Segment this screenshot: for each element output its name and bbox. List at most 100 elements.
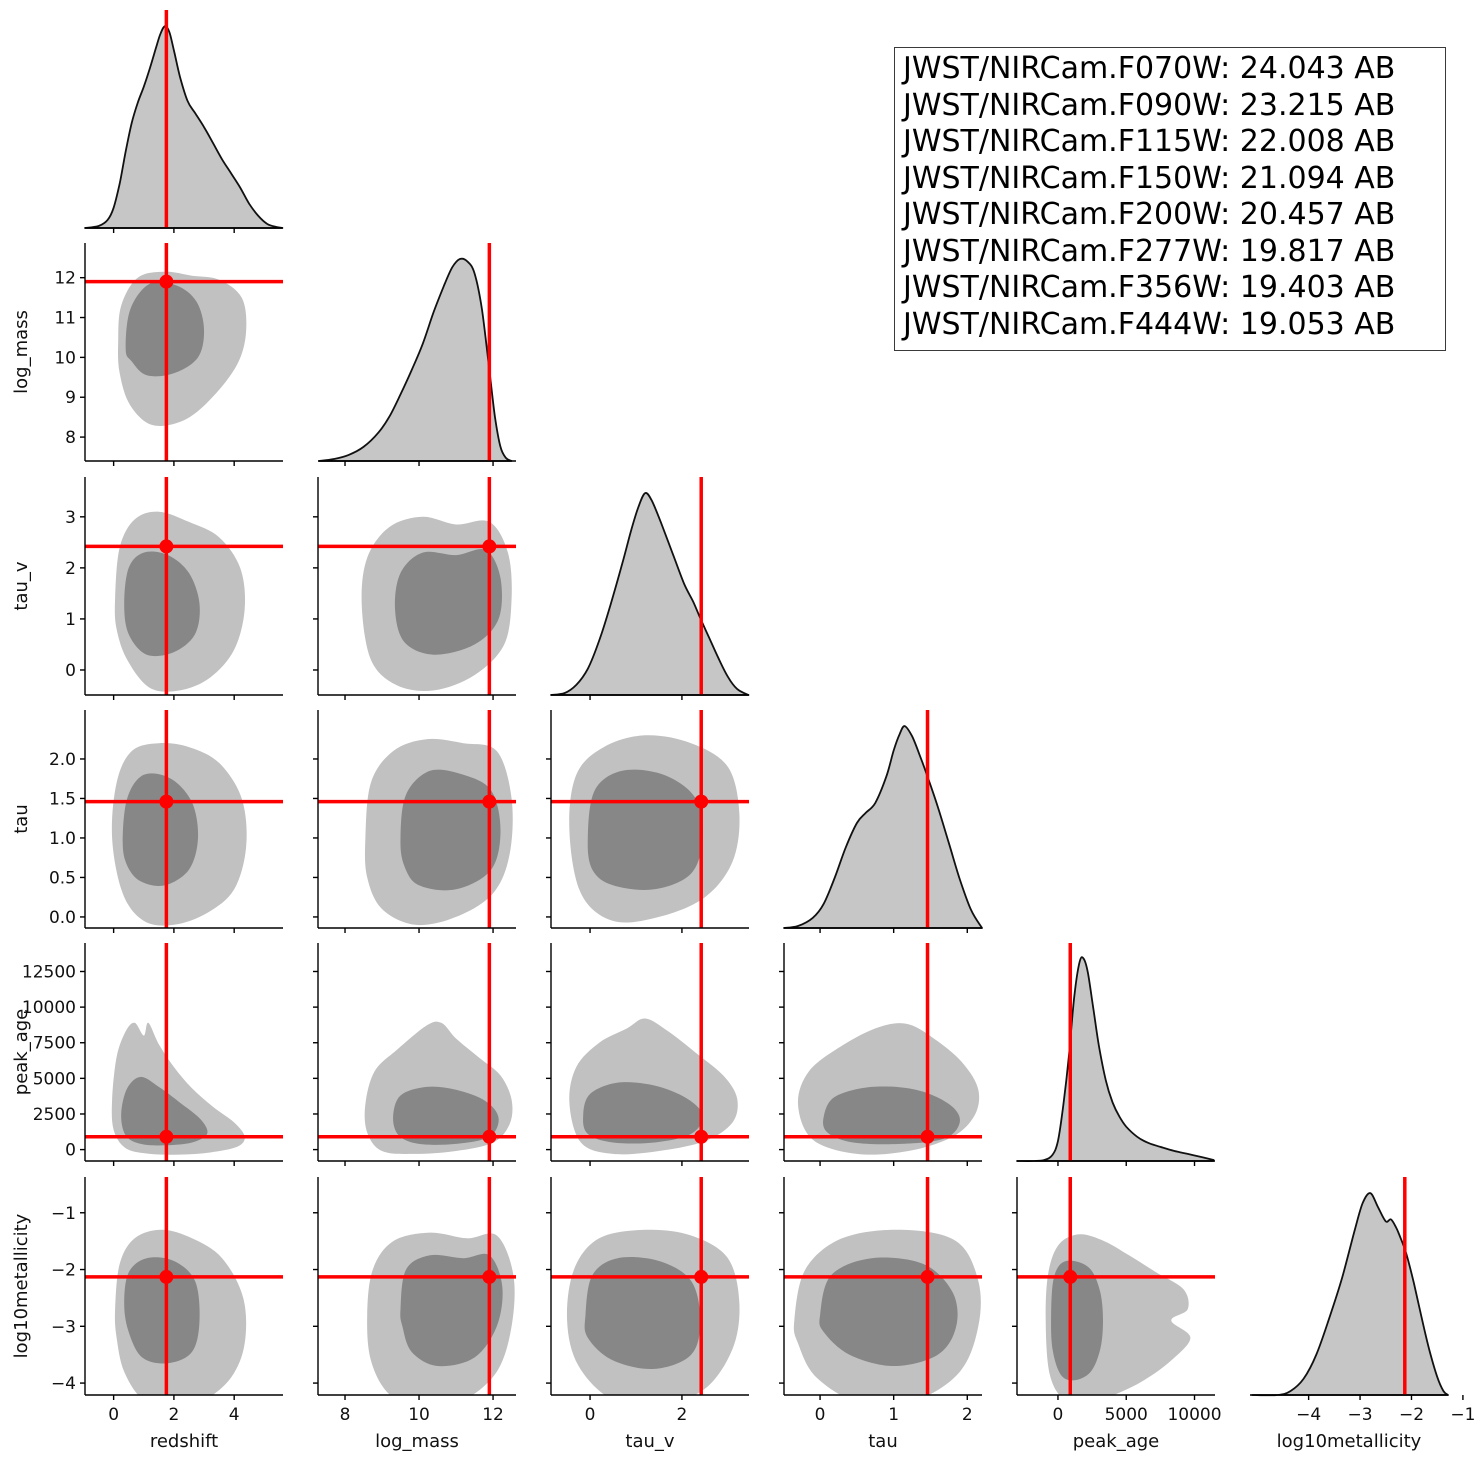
contour-inner (1051, 1260, 1103, 1381)
legend-line-F115W: JWST/NIRCam.F115W: 22.008 AB (903, 124, 1396, 159)
contour-inner (400, 1253, 503, 1367)
y-tick-label: 0 (65, 1141, 76, 1161)
panel-log_mass-vs-redshift: 8 9 10 11 12 log_mass (11, 243, 283, 466)
y-tick-label: 2.0 (49, 750, 76, 770)
photometry-legend: JWST/NIRCam.F070W: 24.043 AB JWST/NIRCam.… (894, 47, 1446, 351)
legend-line-F277W: JWST/NIRCam.F277W: 19.817 AB (903, 233, 1396, 269)
x-axis-label-peak_age: peak_age (1073, 1431, 1159, 1452)
y-tick-label: 2 (65, 559, 76, 579)
panel-tau-kde (783, 710, 983, 933)
x-tick-label: −1 (1450, 1405, 1475, 1425)
contour-inner (394, 549, 502, 655)
contour-inner (400, 769, 501, 891)
x-tick-label: 1 (888, 1405, 899, 1425)
panel-log10metallicity-vs-redshift: −4 −3 −2 −1 log10metallicity 0 2 4 redshift (11, 1177, 283, 1452)
panel-peak_age-kde (1016, 943, 1215, 1166)
panel-tau-vs-tau_v (546, 710, 749, 933)
x-axis-label-tau_v: tau_v (625, 1431, 674, 1452)
contour-inner (121, 1076, 208, 1146)
x-tick-label: 4 (229, 1405, 240, 1425)
y-axis-label-log_mass: log_mass (11, 310, 32, 394)
y-tick-label: 11 (54, 309, 76, 329)
x-tick-label: 2 (962, 1405, 973, 1425)
truth-marker (920, 1269, 935, 1284)
contour-inner (587, 769, 703, 890)
y-tick-label: 3 (65, 508, 76, 528)
truth-marker (482, 1129, 497, 1144)
kde-curve-log10metallicity (1251, 1192, 1449, 1397)
panel-peak_age-vs-tau (779, 943, 982, 1166)
x-tick-label: −4 (1296, 1405, 1321, 1425)
x-tick-label: 0 (1053, 1405, 1064, 1425)
y-tick-label: 10 (54, 348, 76, 368)
y-tick-label: 1.0 (49, 829, 76, 849)
y-tick-label: 2500 (33, 1105, 76, 1125)
truth-marker (694, 1129, 709, 1144)
panel-peak_age-vs-log_mass (313, 943, 516, 1166)
legend-line-F444W: JWST/NIRCam.F444W: 19.053 AB (903, 306, 1396, 342)
y-tick-label: 12 (54, 269, 76, 289)
y-tick-label: 0.5 (49, 868, 76, 888)
x-tick-label: 5000 (1105, 1405, 1148, 1425)
truth-marker (694, 794, 709, 809)
truth-marker (482, 539, 497, 554)
truth-marker (159, 794, 174, 809)
kde-curve-tau (783, 725, 983, 929)
legend-line-F070W: JWST/NIRCam.F070W: 24.043 AB (903, 51, 1396, 86)
panel-log10metallicity-vs-tau_v: 0 2 tau_v (546, 1177, 749, 1452)
contour-inner (584, 1257, 701, 1370)
x-axis-label-tau: tau (868, 1431, 898, 1452)
x-tick-label: 12 (482, 1405, 504, 1425)
contour-inner (124, 1257, 200, 1364)
panel-tau-vs-redshift: 0.0 0.5 1.0 1.5 2.0 tau (11, 710, 283, 933)
truth-marker (482, 1269, 497, 1284)
contour-inner (393, 1086, 499, 1145)
kde-curve-redshift (84, 25, 284, 229)
x-axis-label-log10metallicity: log10metallicity (1277, 1431, 1422, 1452)
kde-curve-peak_age (1016, 956, 1215, 1162)
panel-tau_v-vs-log_mass (313, 477, 516, 700)
y-tick-label: −4 (51, 1374, 76, 1394)
y-tick-label: 10000 (22, 998, 76, 1018)
x-tick-label: 10000 (1167, 1405, 1221, 1425)
x-axis-label-redshift: redshift (150, 1431, 218, 1452)
truth-marker (482, 794, 497, 809)
panel-log10metallicity-vs-log_mass: 8 10 12 log_mass (313, 1177, 516, 1452)
panel-redshift-kde (84, 10, 284, 233)
truth-marker (159, 1269, 174, 1284)
truth-marker (1063, 1269, 1078, 1284)
y-axis-label-peak_age: peak_age (11, 1009, 32, 1095)
legend-line-F150W: JWST/NIRCam.F150W: 21.094 AB (903, 160, 1396, 196)
legend-line-F200W: JWST/NIRCam.F200W: 20.457 AB (903, 197, 1396, 232)
x-tick-label: −3 (1348, 1405, 1373, 1425)
y-tick-label: −1 (51, 1204, 76, 1224)
kde-curve-log_mass (318, 257, 513, 462)
contour-inner (124, 551, 200, 657)
truth-marker (159, 274, 174, 289)
x-tick-label: 8 (340, 1405, 351, 1425)
x-tick-label: 2 (677, 1405, 688, 1425)
panel-log10metallicity-vs-tau: 0 1 2 tau (779, 1177, 982, 1452)
y-tick-label: 8 (65, 428, 76, 448)
x-tick-label: −2 (1399, 1405, 1424, 1425)
y-tick-label: 0 (65, 661, 76, 681)
y-tick-label: 1 (65, 610, 76, 630)
truth-marker (159, 1129, 174, 1144)
x-axis-label-log_mass: log_mass (375, 1431, 459, 1452)
y-tick-label: 12500 (22, 962, 76, 982)
y-axis-label-log10metallicity: log10metallicity (11, 1213, 32, 1358)
y-axis-label-tau: tau (11, 804, 32, 834)
panel-log10metallicity-vs-peak_age: 0 5000 10000 peak_age (1012, 1177, 1222, 1452)
panel-peak_age-vs-redshift: 0 2500 5000 7500 10000 12500 peak_age (11, 943, 283, 1166)
x-tick-label: 0 (815, 1405, 826, 1425)
y-tick-label: −3 (51, 1317, 76, 1337)
x-tick-label: 0 (108, 1405, 119, 1425)
truth-marker (694, 1269, 709, 1284)
legend-line-F090W: JWST/NIRCam.F090W: 23.215 AB (903, 87, 1396, 123)
contour-inner (819, 1257, 958, 1366)
x-tick-label: 2 (168, 1405, 179, 1425)
y-tick-label: 5000 (33, 1069, 76, 1089)
panel-tau_v-kde (550, 477, 750, 700)
contour-inner (823, 1086, 960, 1145)
